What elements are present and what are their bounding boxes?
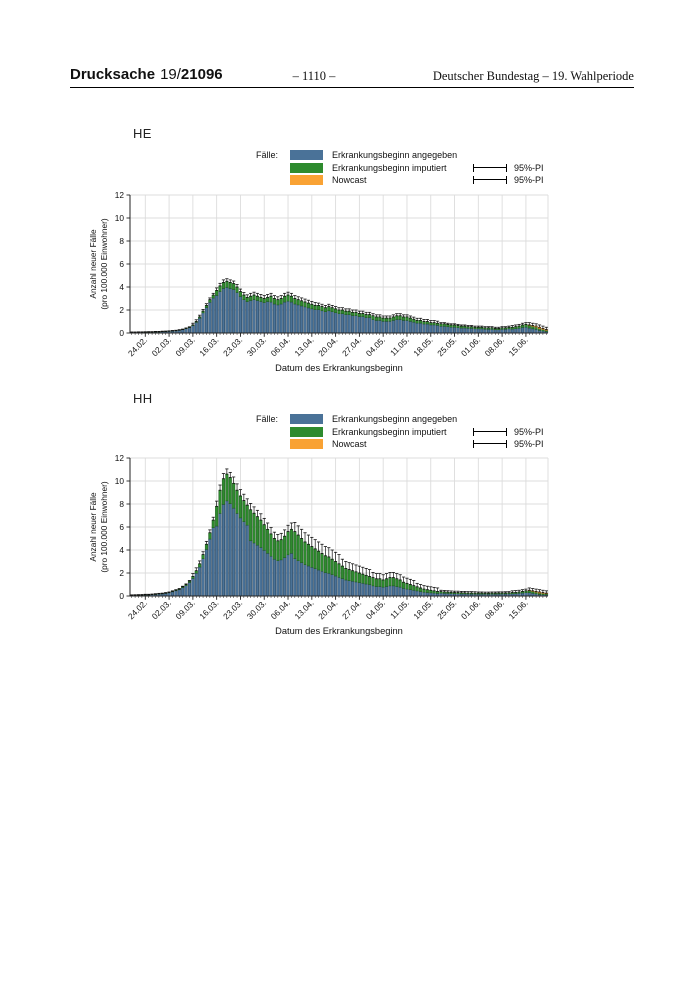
legend-row: Erkrankungsbeginn imputiert 95%-PI: [225, 426, 565, 439]
document-id: Drucksache 19/21096: [70, 66, 223, 83]
pi-label: 95%-PI: [514, 162, 544, 173]
x-tick-label: 01.06.: [459, 335, 482, 358]
y-tick-label: 0: [119, 591, 124, 601]
document-id-number: 21096: [180, 66, 223, 83]
x-tick-label: 06.04.: [269, 335, 292, 358]
legend-row: Nowcast 95%-PI: [225, 174, 565, 187]
y-tick-label: 12: [115, 190, 125, 200]
legend-row: Nowcast 95%-PI: [225, 438, 565, 451]
x-tick-label: 16.03.: [197, 598, 220, 621]
legend-he: Fälle: Erkrankungsbeginn angegeben Erkra…: [225, 149, 565, 187]
y-tick-label: 10: [115, 476, 125, 486]
pi-whisker-icon: [473, 176, 507, 185]
imputiert-swatch-icon: [290, 426, 323, 437]
x-tick-label: 27.04.: [340, 598, 363, 621]
x-tick-label: 08.06.: [483, 335, 506, 358]
x-tick-label: 15.06.: [506, 335, 529, 358]
x-tick-label: 25.05.: [435, 335, 458, 358]
x-tick-label: 02.03.: [150, 335, 173, 358]
x-tick-label: 09.03.: [173, 335, 196, 358]
x-tick-label: 30.03.: [245, 598, 268, 621]
pi-label: 95%-PI: [514, 439, 544, 450]
hh-plot-canvas: 0 2 4 6 8 10 12 24.02. 02.03. 09.03. 16.03. 23.03. 3…: [88, 453, 549, 636]
y-tick-label: 2: [119, 305, 124, 315]
x-tick-label: 04.05.: [364, 598, 387, 621]
legend-label-angegeben: Erkrankungsbeginn angegeben: [332, 150, 458, 161]
axes: 0 2 4 6 8 10 12 24.02. 02.03. 09.03. 16.03. 23.03. 3…: [88, 190, 548, 373]
x-tick-label: 23.03.: [221, 598, 244, 621]
x-axis-title: Datum des Erkrankungsbeginn: [275, 626, 403, 636]
cases-label: Fälle:: [255, 150, 278, 161]
x-tick-label: 08.06.: [483, 598, 506, 621]
page-number: – 1110 –: [292, 69, 336, 83]
x-tick-label: 04.05.: [364, 335, 387, 358]
chart-title-he: HE: [133, 126, 152, 141]
axes: 0 2 4 6 8 10 12 24.02. 02.03. 09.03. 16.03. 23.03. 3…: [88, 453, 548, 636]
x-tick-label: 18.05.: [411, 598, 434, 621]
x-tick-label: 13.04.: [292, 335, 315, 358]
y-axis-title-line2: (pro 100.000 Einwohner): [99, 218, 109, 310]
y-tick-label: 8: [119, 499, 124, 509]
x-tick-label: 16.03.: [197, 335, 220, 358]
nowcast-swatch-icon: [290, 175, 323, 186]
header-right-text: Deutscher Bundestag – 19. Wahlperiode: [432, 69, 634, 83]
y-tick-label: 2: [119, 568, 124, 578]
x-tick-label: 06.04.: [269, 598, 292, 621]
legend-label-imputiert: Erkrankungsbeginn imputiert: [332, 162, 447, 173]
x-tick-label: 24.02.: [126, 598, 149, 621]
legend-row: Fälle: Erkrankungsbeginn angegeben: [225, 413, 565, 426]
x-tick-label: 11.05.: [388, 598, 411, 621]
x-tick-label: 20.04.: [316, 598, 339, 621]
y-tick-label: 8: [119, 236, 124, 246]
imputiert-swatch-icon: [290, 162, 323, 173]
y-tick-label: 6: [119, 259, 124, 269]
document-id-label: Drucksache: [70, 66, 156, 83]
angegeben-swatch-icon: [290, 414, 323, 425]
legend-label-nowcast: Nowcast: [332, 439, 367, 450]
legend-label-imputiert: Erkrankungsbeginn imputiert: [332, 426, 447, 437]
x-tick-label: 23.03.: [221, 335, 244, 358]
y-axis-title-line2: (pro 100.000 Einwohner): [99, 481, 109, 573]
y-tick-label: 10: [115, 213, 125, 223]
x-tick-label: 09.03.: [173, 598, 196, 621]
legend-label-angegeben: Erkrankungsbeginn angegeben: [332, 414, 458, 425]
x-tick-label: 02.03.: [150, 598, 173, 621]
y-tick-label: 4: [119, 545, 124, 555]
x-tick-label: 18.05.: [411, 335, 434, 358]
y-tick-label: 0: [119, 328, 124, 338]
pi-whisker-icon: [473, 163, 507, 172]
x-tick-label: 20.04.: [316, 335, 339, 358]
legend-label-nowcast: Nowcast: [332, 175, 367, 186]
pi-whisker-icon: [473, 440, 507, 449]
x-tick-label: 11.05.: [388, 335, 411, 358]
x-tick-label: 25.05.: [435, 598, 458, 621]
x-tick-label: 30.03.: [245, 335, 268, 358]
y-tick-label: 4: [119, 282, 124, 292]
y-axis-title-line1: Anzahl neuer Fälle: [88, 492, 98, 562]
chart-title-hh: HH: [133, 391, 153, 406]
legend-hh: Fälle: Erkrankungsbeginn angegeben Erkra…: [225, 413, 565, 451]
document-id-session: 19/: [160, 66, 181, 83]
legend-row: Erkrankungsbeginn imputiert 95%-PI: [225, 162, 565, 175]
legend-row: Fälle: Erkrankungsbeginn angegeben: [225, 149, 565, 162]
y-tick-label: 12: [115, 453, 125, 463]
nowcast-swatch-icon: [290, 439, 323, 450]
he-plot-canvas: 0 2 4 6 8 10 12 24.02. 02.03. 09.03. 16.03. 23.03. 3…: [88, 190, 549, 373]
header-rule: [70, 87, 634, 88]
angegeben-swatch-icon: [290, 150, 323, 161]
pi-whisker-icon: [473, 427, 507, 436]
y-tick-label: 6: [119, 522, 124, 532]
pi-label: 95%-PI: [514, 426, 544, 437]
x-tick-label: 01.06.: [459, 598, 482, 621]
cases-label: Fälle:: [255, 414, 278, 425]
x-tick-label: 27.04.: [340, 335, 363, 358]
x-tick-label: 24.02.: [126, 335, 149, 358]
x-axis-title: Datum des Erkrankungsbeginn: [275, 363, 403, 373]
pi-label: 95%-PI: [514, 175, 544, 186]
x-tick-label: 15.06.: [506, 598, 529, 621]
y-axis-title-line1: Anzahl neuer Fälle: [88, 229, 98, 299]
x-tick-label: 13.04.: [292, 598, 315, 621]
